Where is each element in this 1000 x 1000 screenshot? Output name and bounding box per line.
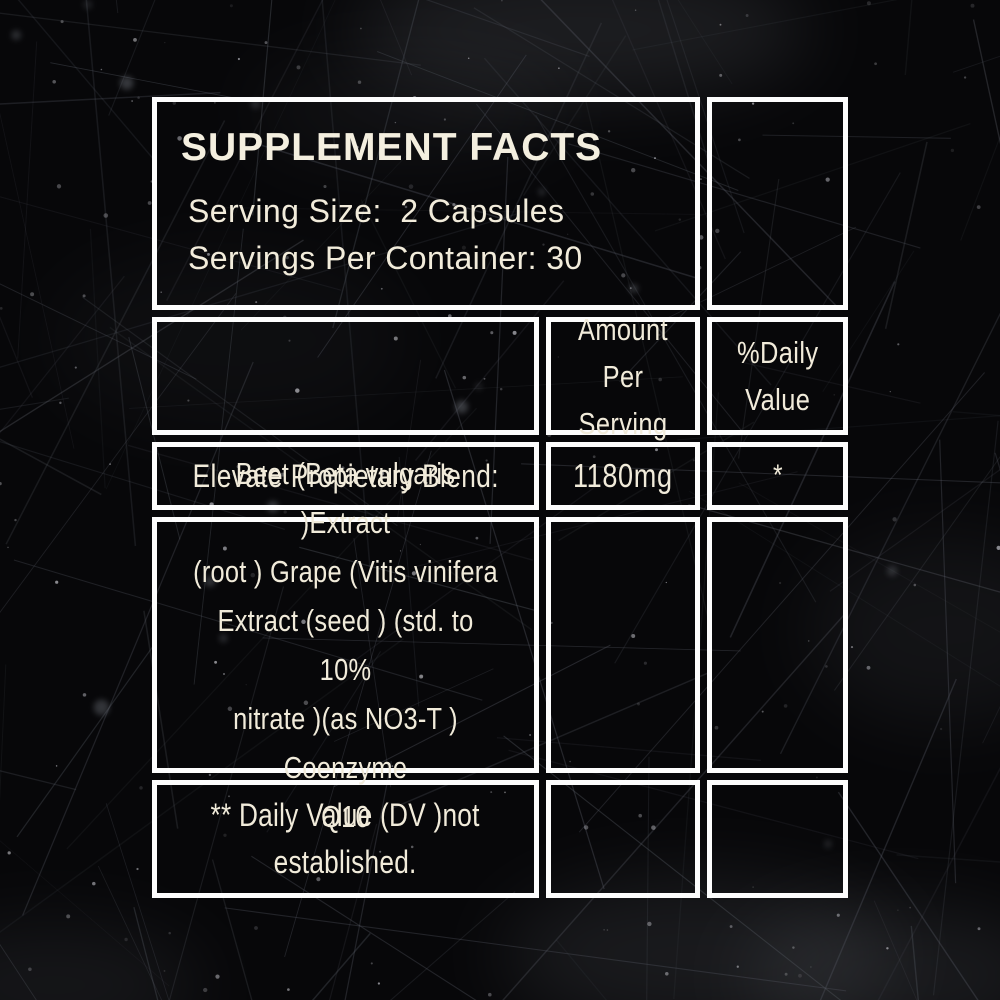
footnote-text: ** Daily Value (DV )not established. xyxy=(210,797,481,880)
ingredients-text: Beet (Beta vulgaris )Extract (root ) Gra… xyxy=(193,456,498,834)
header-cell: SUPPLEMENT FACTS Serving Size: 2 Capsule… xyxy=(152,97,700,310)
daily-value-header: %Daily Value xyxy=(736,335,819,417)
serving-info: Serving Size: 2 Capsules Servings Per Co… xyxy=(181,188,695,282)
daily-value-header-cell: %Daily Value xyxy=(707,317,848,435)
footnote-cell: ** Daily Value (DV )not established. xyxy=(152,780,539,898)
blend-name-cell: Elevate Propietary Blend: xyxy=(152,442,539,510)
ingredients-amount-spacer-cell xyxy=(546,517,700,773)
amount-per-serving-header-cell: Amount Per Serving xyxy=(546,312,700,441)
blend-daily-value-star: * xyxy=(772,459,783,492)
ingredients-cell: Beet (Beta vulgaris )Extract (root ) Gra… xyxy=(152,456,539,834)
serving-size-line: Serving Size: 2 Capsules xyxy=(188,193,565,229)
header-right-spacer-cell xyxy=(707,97,848,310)
servings-per-container-line: Servings Per Container: 30 xyxy=(188,240,583,276)
footnote-amount-spacer-cell xyxy=(546,780,700,898)
footnote-dv-spacer-cell xyxy=(707,780,848,898)
column-header-spacer-cell xyxy=(152,317,539,435)
blend-daily-value-cell: * xyxy=(707,442,848,510)
amount-per-serving-header: Amount Per Serving xyxy=(577,311,669,441)
blend-name: Elevate Propietary Blend: xyxy=(192,457,499,494)
blend-amount-cell: 1180mg xyxy=(546,442,700,510)
supplement-facts-panel: SUPPLEMENT FACTS Serving Size: 2 Capsule… xyxy=(152,97,848,898)
panel-title: SUPPLEMENT FACTS xyxy=(181,126,603,169)
ingredients-dv-spacer-cell xyxy=(707,517,848,773)
blend-amount: 1180mg xyxy=(573,457,673,494)
